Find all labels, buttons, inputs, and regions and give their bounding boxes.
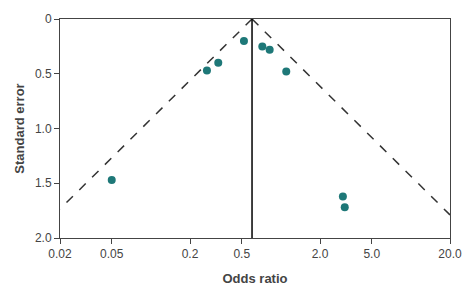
svg-text:1.0: 1.0 <box>35 122 52 136</box>
svg-text:2.0: 2.0 <box>35 231 52 245</box>
svg-text:0: 0 <box>45 12 52 26</box>
svg-text:0.5: 0.5 <box>233 247 250 261</box>
svg-text:0.02: 0.02 <box>48 247 72 261</box>
svg-text:Odds ratio: Odds ratio <box>222 271 287 286</box>
svg-text:20.0: 20.0 <box>438 247 462 261</box>
svg-text:Standard error: Standard error <box>12 83 27 173</box>
svg-text:0.2: 0.2 <box>182 247 199 261</box>
svg-text:0.05: 0.05 <box>100 247 124 261</box>
svg-text:0.5: 0.5 <box>35 67 52 81</box>
svg-text:1.5: 1.5 <box>35 176 52 190</box>
svg-text:5.0: 5.0 <box>363 247 380 261</box>
svg-text:2.0: 2.0 <box>312 247 329 261</box>
